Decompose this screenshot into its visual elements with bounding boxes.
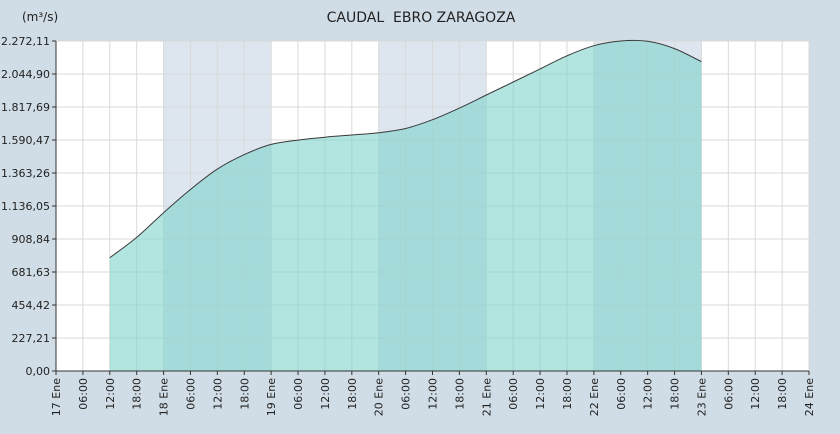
x-tick-label: 23 Ene <box>695 378 708 416</box>
y-tick-label: 908,84 <box>12 233 51 246</box>
data-series <box>109 39 702 372</box>
x-tick-label: 21 Ene <box>480 378 493 416</box>
x-tick-label: 12:00 <box>427 378 440 410</box>
x-tick-label: 18:00 <box>346 378 359 410</box>
y-tick-labels: 0,00 227,21 454,42 681,63 908,84 1.136,05 1.36… <box>1 35 50 378</box>
x-tick-label: 12:00 <box>211 378 224 410</box>
x-tick-label: 06:00 <box>400 378 413 410</box>
x-tick-label: 18:00 <box>669 378 682 410</box>
axes <box>52 40 810 375</box>
x-tick-label: 06:00 <box>184 378 197 410</box>
x-tick-label: 12:00 <box>534 378 547 410</box>
x-tick-label: 18:00 <box>561 378 574 410</box>
y-tick-label: 2.044,90 <box>1 68 50 81</box>
y-tick-label: 1.817,69 <box>1 101 50 114</box>
x-tick-label: 06:00 <box>615 378 628 410</box>
x-tick-label: 06:00 <box>507 378 520 410</box>
x-tick-label: 12:00 <box>319 378 332 410</box>
y-unit-label: (m³/s) <box>22 10 58 24</box>
x-tick-label: 17 Ene <box>50 378 63 416</box>
y-tick-label: 681,63 <box>12 266 51 279</box>
y-tick-label: 454,42 <box>12 299 51 312</box>
area-line <box>109 39 702 259</box>
y-tick-label: 227,21 <box>12 332 51 345</box>
x-tick-label: 12:00 <box>104 378 117 410</box>
chart-title: CAUDAL EBRO ZARAGOZA <box>327 10 516 26</box>
x-tick-label: 18:00 <box>776 378 789 410</box>
x-tick-label: 12:00 <box>642 378 655 410</box>
x-tick-label: 18:00 <box>453 378 466 410</box>
x-tick-label: 22 Ene <box>588 378 601 416</box>
x-tick-label: 20 Ene <box>373 378 386 416</box>
x-tick-labels: 17 Ene 06:00 12:00 18:00 18 Ene 06:00 12:00 18:… <box>50 378 816 416</box>
x-tick-label: 18:00 <box>238 378 251 410</box>
x-tick-label: 18 Ene <box>158 378 171 416</box>
x-tick-label: 19 Ene <box>265 378 278 416</box>
x-tick-label: 18:00 <box>131 378 144 410</box>
area-fill <box>109 40 702 372</box>
x-tick-label: 12:00 <box>749 378 762 410</box>
y-tick-label: 1.136,05 <box>1 200 50 213</box>
y-tick-label: 1.590,47 <box>1 134 50 147</box>
y-tick-label: 0,00 <box>26 365 51 378</box>
y-tick-label: 2.272,11 <box>1 35 50 48</box>
x-tick-label: 06:00 <box>722 378 735 410</box>
x-tick-label: 06:00 <box>292 378 305 410</box>
y-tick-label: 1.363,26 <box>1 167 50 180</box>
x-tick-label: 06:00 <box>77 378 90 410</box>
x-tick-label: 24 Ene <box>803 378 816 416</box>
